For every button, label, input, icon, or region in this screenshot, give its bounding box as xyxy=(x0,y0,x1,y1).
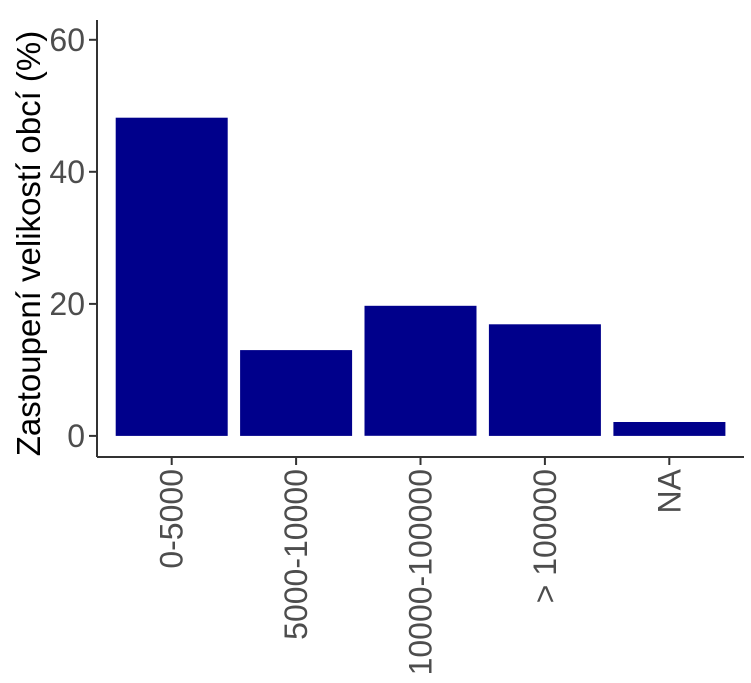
y-axis-title: Zastoupení velikostí obcí (%) xyxy=(10,31,47,457)
bar-0 xyxy=(115,117,228,436)
y-tick-label-0: 0 xyxy=(67,418,85,454)
bar-2 xyxy=(364,305,477,436)
x-tick-label-0: 0-5000 xyxy=(154,469,190,569)
x-tick-label-2: 10000-100000 xyxy=(403,469,439,675)
bar-1 xyxy=(240,350,353,436)
y-tick-label-1: 20 xyxy=(49,286,85,322)
x-tick-label-3: > 100000 xyxy=(527,469,563,603)
bar-4 xyxy=(613,422,726,436)
x-axis: 0-5000 5000-10000 10000-100000 > 100000 NA xyxy=(97,456,744,675)
y-tick-label-2: 40 xyxy=(49,154,85,190)
bar-3 xyxy=(488,324,601,436)
x-tick-label-4: NA xyxy=(651,468,687,513)
y-tick-label-3: 60 xyxy=(49,22,85,58)
x-tick-label-1: 5000-10000 xyxy=(278,469,314,640)
bars xyxy=(115,117,726,436)
y-axis: 0 20 40 60 xyxy=(49,20,98,457)
